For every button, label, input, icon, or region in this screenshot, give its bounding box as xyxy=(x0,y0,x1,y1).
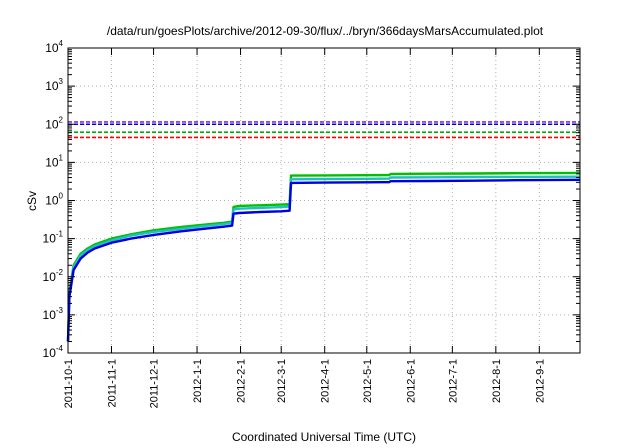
y-tick-label: 10-3 xyxy=(43,306,64,322)
y-tick-label: 101 xyxy=(45,153,63,169)
series-line xyxy=(66,171,581,342)
x-axis-ticks: 2011-10-1 2011-11-1 2011-12-1 2012-1-1 2012-… xyxy=(63,48,546,408)
x-tick-label: 2011-12-1 xyxy=(149,359,161,408)
series-lines xyxy=(66,171,581,342)
series-line xyxy=(66,178,581,342)
series-line xyxy=(66,175,581,342)
y-tick-label: 100 xyxy=(45,192,63,208)
y-tick-label: 10-1 xyxy=(43,230,64,246)
x-tick-label: 2012-4-1 xyxy=(320,359,332,403)
x-axis-label: Coordinated Universal Time (UTC) xyxy=(232,430,416,444)
x-tick-label: 2012-7-1 xyxy=(447,359,459,403)
reference-lines xyxy=(68,121,580,139)
y-tick-label: 102 xyxy=(45,115,63,131)
x-tick-label: 2012-5-1 xyxy=(362,359,374,403)
x-tick-label: 2012-2-1 xyxy=(236,359,248,403)
chart-title: /data/run/goesPlots/archive/2012-09-30/f… xyxy=(107,24,544,38)
x-tick-label: 2012-3-1 xyxy=(276,359,288,403)
y-axis-label: cSv xyxy=(25,191,39,211)
x-tick-label: 2012-1-1 xyxy=(192,359,204,403)
y-tick-label: 10-2 xyxy=(43,268,64,284)
y-tick-label: 10-4 xyxy=(43,344,64,360)
x-tick-label: 2012-8-1 xyxy=(491,359,503,403)
y-tick-label: 104 xyxy=(45,39,63,55)
x-tick-label: 2011-11-1 xyxy=(106,359,118,408)
x-tick-label: 2012-9-1 xyxy=(534,359,546,403)
y-axis-ticks: 10-4 10-3 10-2 10-1 100 101 102 103 104 xyxy=(43,39,580,360)
x-tick-label: 2012-6-1 xyxy=(405,359,417,403)
grid-lines xyxy=(68,48,580,353)
y-tick-label: 103 xyxy=(45,77,63,93)
x-tick-label: 2011-10-1 xyxy=(63,359,75,408)
